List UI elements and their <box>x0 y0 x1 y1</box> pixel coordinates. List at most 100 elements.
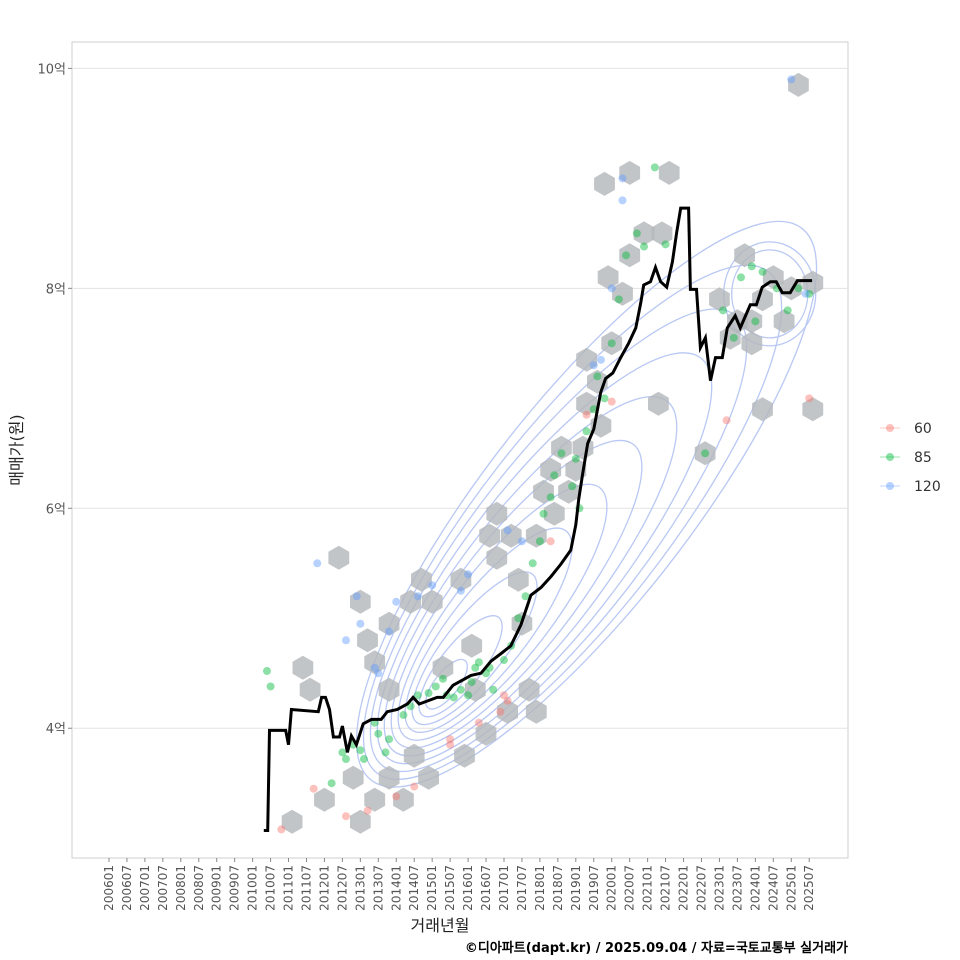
legend-label: 85 <box>914 450 932 466</box>
data-point-120 <box>392 597 401 606</box>
hexbin-cell <box>411 567 432 592</box>
hexbin-cell <box>802 397 824 422</box>
data-point-85 <box>399 711 408 720</box>
data-point-120 <box>313 559 322 568</box>
density-contour <box>731 249 809 339</box>
density-contour <box>411 571 538 726</box>
hexbin-cell <box>393 787 414 812</box>
x-tick-label: 202407 <box>766 865 780 911</box>
data-point-85 <box>356 746 365 755</box>
data-point-120 <box>801 289 810 298</box>
legend-key-dot <box>886 424 894 432</box>
hexbin-cell <box>741 331 763 356</box>
data-point-120 <box>618 174 627 183</box>
hexbin-cell <box>558 479 579 504</box>
density-contour <box>390 439 643 749</box>
x-tick-label: 201501 <box>425 865 439 911</box>
x-tick-label: 201807 <box>551 865 565 911</box>
data-point-85 <box>431 682 440 691</box>
hexbin-cell <box>292 655 314 680</box>
data-point-85 <box>736 273 745 282</box>
hexbin-cell <box>450 567 472 592</box>
legend: 60 85 120 <box>880 421 941 495</box>
data-point-85 <box>661 240 670 249</box>
data-point-85 <box>650 163 659 172</box>
data-point-85 <box>499 656 508 665</box>
data-point-85 <box>622 251 631 260</box>
hexbin-cell <box>802 270 824 295</box>
hexbin-cell <box>281 809 303 834</box>
hexbin-cell <box>400 589 421 614</box>
data-point-85 <box>381 748 390 757</box>
data-point-120 <box>464 570 473 579</box>
hexbin-cell <box>454 743 475 768</box>
data-point-85 <box>607 339 616 348</box>
x-tick-label: 201001 <box>246 865 260 911</box>
x-tick-label: 201107 <box>300 865 314 911</box>
data-point-60 <box>309 784 318 793</box>
data-point-85 <box>783 306 792 315</box>
data-point-85 <box>805 289 814 298</box>
data-point-85 <box>266 682 275 691</box>
hexbin-cell <box>543 501 565 526</box>
legend-label: 60 <box>914 421 932 437</box>
data-point-85 <box>413 691 422 700</box>
x-tick-label: 202101 <box>641 865 655 911</box>
data-point-85 <box>794 284 803 293</box>
data-point-85 <box>327 779 336 788</box>
x-tick-label: 201701 <box>497 865 511 911</box>
x-tick-label: 202007 <box>623 865 637 911</box>
x-tick-label: 201607 <box>479 865 493 911</box>
x-tick-label: 201907 <box>587 865 601 911</box>
hexbin-cell <box>418 765 439 790</box>
data-point-85 <box>593 372 602 381</box>
data-point-85 <box>600 394 609 403</box>
hexbin-cell <box>594 171 615 196</box>
data-point-85 <box>546 493 555 502</box>
data-point-85 <box>747 262 756 271</box>
hexbin-cell <box>597 265 619 290</box>
x-tick-label: 202201 <box>677 865 691 911</box>
hexbin-cell <box>328 545 350 570</box>
hexbin-cell <box>357 628 378 653</box>
hexbin-cell <box>500 523 522 548</box>
data-point-85 <box>489 685 498 694</box>
y-tick-label: 8억 <box>46 282 66 297</box>
data-point-85 <box>719 306 728 315</box>
hexbin-cell <box>648 391 669 416</box>
x-tick-label: 201007 <box>264 865 278 911</box>
hexbin-cell <box>525 699 547 724</box>
x-tick-label: 201801 <box>533 865 547 911</box>
data-point-120 <box>787 75 796 84</box>
data-point-85 <box>464 691 473 700</box>
hexbin-cell <box>773 309 795 334</box>
data-point-85 <box>521 592 530 601</box>
x-tick-label: 200607 <box>120 865 134 911</box>
data-point-60 <box>503 696 512 705</box>
hexbin-cell <box>378 677 400 702</box>
data-point-85 <box>557 449 566 458</box>
data-point-60 <box>474 718 483 727</box>
hexbin-cell <box>694 441 716 466</box>
hexbin-cell <box>479 523 500 548</box>
y-axis-title: 매매가(원) <box>7 414 26 485</box>
data-point-60 <box>722 416 731 425</box>
data-point-85 <box>514 614 523 623</box>
data-point-120 <box>607 284 616 293</box>
hexbin-cell <box>364 650 386 675</box>
data-point-85 <box>467 678 476 687</box>
x-tick-label: 201407 <box>407 865 421 911</box>
x-tick-label: 201307 <box>371 865 385 911</box>
hexbin-cell <box>658 160 680 185</box>
hexbin-cell <box>651 221 673 246</box>
x-tick-label: 202507 <box>802 865 816 911</box>
x-tick-label: 201301 <box>353 865 367 911</box>
x-tick-label: 202501 <box>784 865 798 911</box>
data-point-85 <box>632 229 641 238</box>
data-point-85 <box>385 735 394 744</box>
data-point-60 <box>582 410 591 419</box>
hexbin-cell <box>551 435 572 460</box>
data-point-85 <box>449 693 458 702</box>
legend-key-dot <box>886 482 894 490</box>
